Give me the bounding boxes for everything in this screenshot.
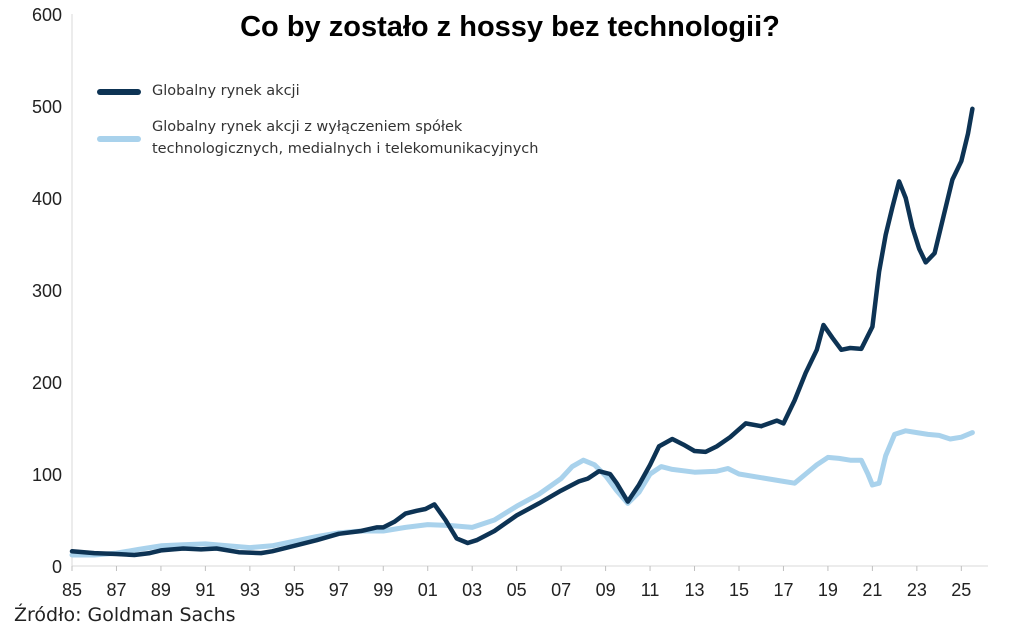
x-tick-label: 91 bbox=[195, 580, 215, 600]
legend-label-global: Globalny rynek akcji bbox=[152, 83, 300, 99]
x-tick-label: 07 bbox=[551, 580, 571, 600]
x-tick-label: 95 bbox=[284, 580, 304, 600]
x-tick-label: 23 bbox=[907, 580, 927, 600]
x-tick-label: 03 bbox=[462, 580, 482, 600]
x-axis-ticks: 85 87 89 91 93 95 97 99 01 03 05 07 09 11 13 15 17 19 21 23… bbox=[62, 566, 971, 600]
x-tick-label: 19 bbox=[818, 580, 838, 600]
y-tick-label: 400 bbox=[32, 189, 62, 209]
x-tick-label: 93 bbox=[240, 580, 260, 600]
x-tick-label: 85 bbox=[62, 580, 82, 600]
y-tick-label: 200 bbox=[32, 373, 62, 393]
source-note: Źródło: Goldman Sachs bbox=[14, 604, 236, 626]
legend-label-ex-tmt: Globalny rynek akcji z wyłączeniem spółe… bbox=[152, 119, 538, 157]
y-axis-ticks: 0 100 200 300 400 500 600 bbox=[32, 5, 62, 577]
y-tick-label: 0 bbox=[52, 557, 62, 577]
series-layer bbox=[69, 106, 975, 558]
series-line-global-equities bbox=[69, 106, 975, 558]
x-tick-label: 21 bbox=[862, 580, 882, 600]
x-tick-label: 99 bbox=[373, 580, 393, 600]
x-tick-label: 15 bbox=[729, 580, 749, 600]
chart-title: Co by zostało z hossy bez technologii? bbox=[240, 11, 780, 43]
y-tick-label: 600 bbox=[32, 5, 62, 25]
x-tick-label: 97 bbox=[329, 580, 349, 600]
x-tick-label: 11 bbox=[641, 580, 660, 600]
x-tick-label: 87 bbox=[106, 580, 126, 600]
x-tick-label: 09 bbox=[596, 580, 616, 600]
y-tick-label: 500 bbox=[32, 97, 62, 117]
y-tick-label: 100 bbox=[32, 465, 62, 485]
legend: Globalny rynek akcji Globalny rynek akcj… bbox=[97, 83, 538, 157]
x-tick-label: 25 bbox=[951, 580, 971, 600]
x-tick-label: 01 bbox=[418, 580, 438, 600]
series-line-ex-tmt bbox=[69, 428, 975, 558]
x-tick-label: 17 bbox=[773, 580, 793, 600]
x-tick-label: 05 bbox=[507, 580, 527, 600]
y-tick-label: 300 bbox=[32, 281, 62, 301]
x-tick-label: 13 bbox=[685, 580, 705, 600]
x-tick-label: 89 bbox=[151, 580, 171, 600]
